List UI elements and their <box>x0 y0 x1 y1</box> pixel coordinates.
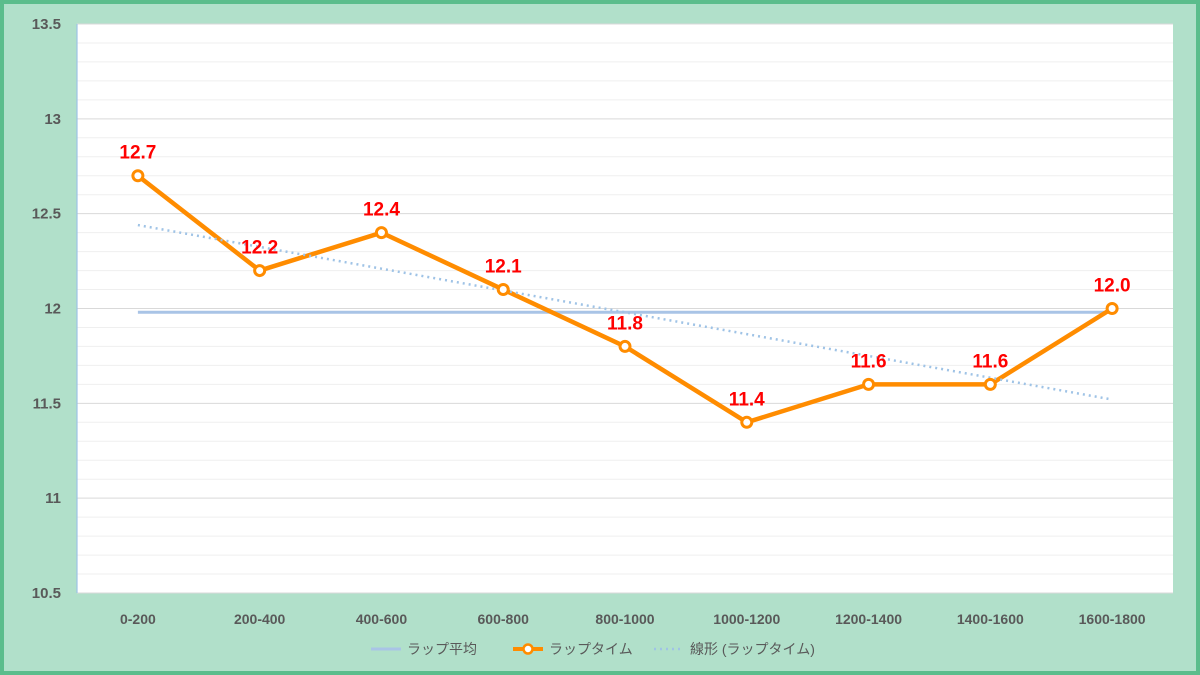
lap-time-marker <box>131 169 145 183</box>
legend-label: ラップ平均 <box>407 641 477 657</box>
data-label: 12.7 <box>119 143 156 164</box>
data-label: 12.2 <box>241 238 278 259</box>
y-tick-label: 13.5 <box>32 16 61 33</box>
data-label: 12.0 <box>1094 276 1131 297</box>
x-tick-label: 600-800 <box>478 611 530 627</box>
x-tick-label: 1600-1800 <box>1079 611 1146 627</box>
label-layer: 10.5 11 11.5 12 12.5 13 13.5 0-200 200-400 400-60… <box>32 16 1146 627</box>
y-tick-label: 11 <box>45 490 61 507</box>
legend-label: 線形 (ラップタイム) <box>690 641 815 657</box>
lap-time-marker <box>862 377 876 391</box>
lap-time-marker <box>1105 302 1119 315</box>
lap-time-chart: 10.5 11 11.5 12 12.5 13 13.5 0-200 200-400 400-60… <box>32 16 1173 657</box>
data-label: 12.1 <box>485 257 522 278</box>
legend-item: 線形 (ラップタイム) <box>654 641 815 657</box>
x-tick-label: 200-400 <box>234 611 286 627</box>
x-tick-label: 400-600 <box>356 611 408 627</box>
y-tick-label: 11.5 <box>33 395 61 412</box>
legend-item: ラップタイム <box>513 641 633 657</box>
chart-legend: ラップ平均 ラップタイム 線形 (ラップタイム) <box>371 641 815 657</box>
lap-time-marker <box>740 415 754 429</box>
lap-time-marker <box>618 339 632 353</box>
chart-frame: 10.5 11 11.5 12 12.5 13 13.5 0-200 200-400 400-60… <box>4 4 1196 671</box>
data-label: 11.6 <box>972 351 1008 372</box>
x-tick-label: 1400-1600 <box>957 611 1024 627</box>
legend-label: ラップタイム <box>549 641 633 657</box>
data-label: 11.4 <box>729 389 765 410</box>
data-label: 11.8 <box>607 313 643 334</box>
data-label: 11.6 <box>851 351 887 372</box>
x-tick-label: 1000-1200 <box>713 611 780 627</box>
data-label: 12.4 <box>363 200 400 221</box>
grid-lines <box>76 23 1173 594</box>
x-tick-label: 1200-1400 <box>835 611 902 627</box>
legend-marker <box>522 643 534 655</box>
x-tick-label: 800-1000 <box>595 611 654 627</box>
y-tick-label: 12.5 <box>32 206 61 223</box>
lap-time-marker <box>253 264 267 278</box>
lap-time-marker <box>374 226 388 240</box>
series-layer <box>131 169 1119 429</box>
y-tick-label: 13 <box>44 111 61 128</box>
lap-time-marker <box>983 377 997 391</box>
legend-item: ラップ平均 <box>371 641 477 657</box>
y-tick-label: 10.5 <box>32 585 61 602</box>
y-tick-label: 12 <box>44 301 61 318</box>
x-tick-label: 0-200 <box>120 611 156 627</box>
lap-time-marker <box>496 283 510 297</box>
